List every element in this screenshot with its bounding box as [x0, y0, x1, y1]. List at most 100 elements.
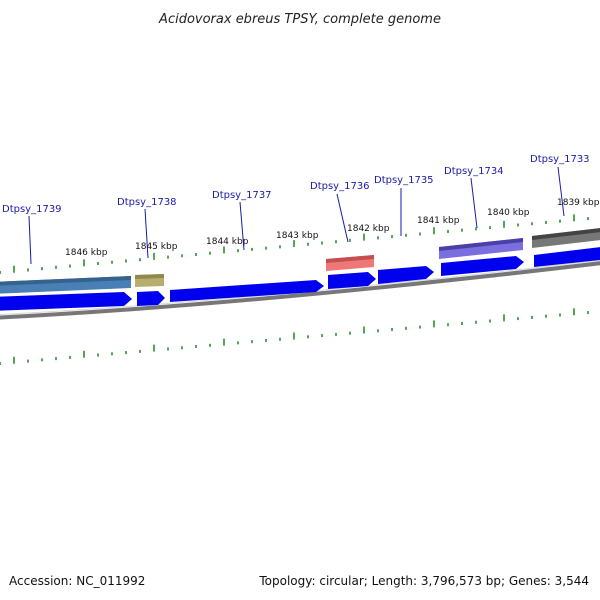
outer-tick-minor: [587, 217, 589, 221]
outer-tick-minor: [0, 271, 1, 274]
inner-tick-minor: [307, 335, 309, 339]
outer-tick-minor: [97, 262, 99, 266]
inner-tick-major: [363, 326, 365, 334]
outer-tick-minor: [279, 245, 281, 249]
inner-tick-minor: [97, 353, 99, 357]
outer-tick-minor: [41, 267, 43, 271]
gene-leader-dtpsy-1736: [336, 193, 349, 243]
gene-label-dtpsy-1739[interactable]: Dtpsy_1739: [2, 204, 62, 215]
inner-tick-major: [433, 320, 435, 328]
kbp-tick-ring-inner: [0, 308, 589, 365]
genome-backbone: [0, 261, 600, 320]
inner-tick-minor: [237, 341, 239, 345]
outer-tick-major: [293, 240, 295, 248]
gene-label-dtpsy-1734[interactable]: Dtpsy_1734: [444, 166, 504, 177]
inner-tick-minor: [55, 357, 57, 361]
inner-tick-minor: [0, 362, 1, 365]
outer-tick-minor: [167, 255, 169, 259]
inner-tick-minor: [517, 317, 519, 321]
outer-tick-minor: [489, 226, 491, 230]
outer-tick-minor: [251, 247, 253, 251]
cds-arrow-dtpsy-1737[interactable]: [170, 280, 324, 302]
outer-tick-minor: [237, 249, 239, 253]
inner-tick-minor: [489, 319, 491, 323]
kbp-label-1844: 1844 kbp: [206, 237, 249, 247]
inner-tick-major: [293, 332, 295, 340]
outer-tick-minor: [139, 258, 141, 262]
outer-tick-minor: [349, 238, 351, 242]
inner-tick-minor: [195, 345, 197, 349]
outer-tick-major: [153, 252, 155, 260]
inner-tick-major: [573, 308, 575, 316]
kbp-label-1843: 1843 kbp: [276, 231, 319, 241]
outer-tick-major: [223, 246, 225, 254]
outer-tick-minor: [181, 254, 183, 258]
inner-tick-minor: [321, 334, 323, 338]
inner-tick-minor: [559, 313, 561, 317]
kbp-label-1841: 1841 kbp: [417, 216, 460, 226]
cds-arrow-dtpsy-1733[interactable]: [534, 246, 600, 267]
feature-bar-dtpsy-1738-shade: [135, 274, 164, 279]
inner-tick-minor: [475, 320, 477, 324]
cds-arrow-dtpsy-1739[interactable]: [0, 292, 132, 311]
outer-tick-minor: [27, 268, 29, 272]
feature-bar-dtpsy-1734-shade: [439, 238, 523, 251]
gene-label-dtpsy-1735[interactable]: Dtpsy_1735: [374, 175, 434, 186]
gene-label-dtpsy-1736[interactable]: Dtpsy_1736: [310, 181, 370, 192]
gene-label-dtpsy-1738[interactable]: Dtpsy_1738: [117, 197, 177, 208]
outer-tick-minor: [419, 232, 421, 236]
cds-arrow-dtpsy-1735[interactable]: [378, 266, 434, 284]
outer-tick-minor: [391, 235, 393, 239]
outer-tick-minor: [195, 253, 197, 257]
kbp-tick-ring-outer: [0, 214, 589, 274]
outer-tick-minor: [559, 219, 561, 223]
feature-bar-dtpsy-1733-shade: [532, 228, 600, 240]
map-title: Acidovorax ebreus TPSY, complete genome: [158, 12, 441, 27]
inner-tick-minor: [545, 314, 547, 318]
outer-tick-minor: [209, 251, 211, 255]
outer-tick-minor: [111, 260, 113, 264]
outer-tick-major: [83, 259, 85, 267]
inner-tick-minor: [209, 343, 211, 347]
inner-tick-major: [223, 338, 225, 346]
outer-tick-minor: [475, 227, 477, 231]
kbp-label-1846: 1846 kbp: [65, 248, 108, 258]
inner-tick-minor: [181, 346, 183, 350]
inner-tick-minor: [377, 329, 379, 333]
inner-tick-minor: [349, 331, 351, 335]
inner-tick-minor: [125, 351, 127, 355]
inner-tick-minor: [139, 349, 141, 353]
inner-tick-major: [153, 344, 155, 352]
feature-bar-dtpsy-1739-shade: [0, 276, 131, 286]
outer-tick-minor: [531, 222, 533, 226]
inner-tick-minor: [587, 311, 589, 315]
gene-label-dtpsy-1733[interactable]: Dtpsy_1733: [530, 154, 590, 165]
outer-tick-minor: [265, 246, 267, 250]
outer-tick-minor: [461, 228, 463, 232]
gene-label-dtpsy-1737[interactable]: Dtpsy_1737: [212, 190, 272, 201]
outer-tick-major: [363, 233, 365, 241]
outer-tick-major: [503, 220, 505, 228]
outer-tick-minor: [125, 259, 127, 263]
gene-leader-dtpsy-1737: [239, 201, 245, 251]
inner-tick-minor: [461, 321, 463, 325]
cds-arrow-dtpsy-1734[interactable]: [441, 256, 524, 276]
accession-text: Accession: NC_011992: [9, 574, 145, 588]
cds-arrow-dtpsy-1736[interactable]: [328, 272, 376, 289]
outer-tick-major: [13, 265, 15, 273]
outer-tick-minor: [377, 236, 379, 240]
outer-tick-minor: [447, 229, 449, 233]
inner-tick-minor: [251, 340, 253, 344]
kbp-label-1842: 1842 kbp: [347, 224, 390, 234]
gene-leader-dtpsy-1733: [557, 166, 565, 217]
inner-tick-minor: [419, 325, 421, 329]
inner-tick-minor: [265, 338, 267, 342]
gene-leader-dtpsy-1734: [470, 177, 478, 229]
kbp-label-1839: 1839 kbp: [557, 198, 600, 208]
cds-arrow-dtpsy-1738[interactable]: [137, 291, 165, 306]
inner-tick-minor: [279, 337, 281, 341]
outer-tick-major: [433, 227, 435, 235]
outer-tick-minor: [55, 265, 57, 269]
outer-tick-minor: [321, 241, 323, 245]
inner-tick-major: [13, 356, 15, 364]
